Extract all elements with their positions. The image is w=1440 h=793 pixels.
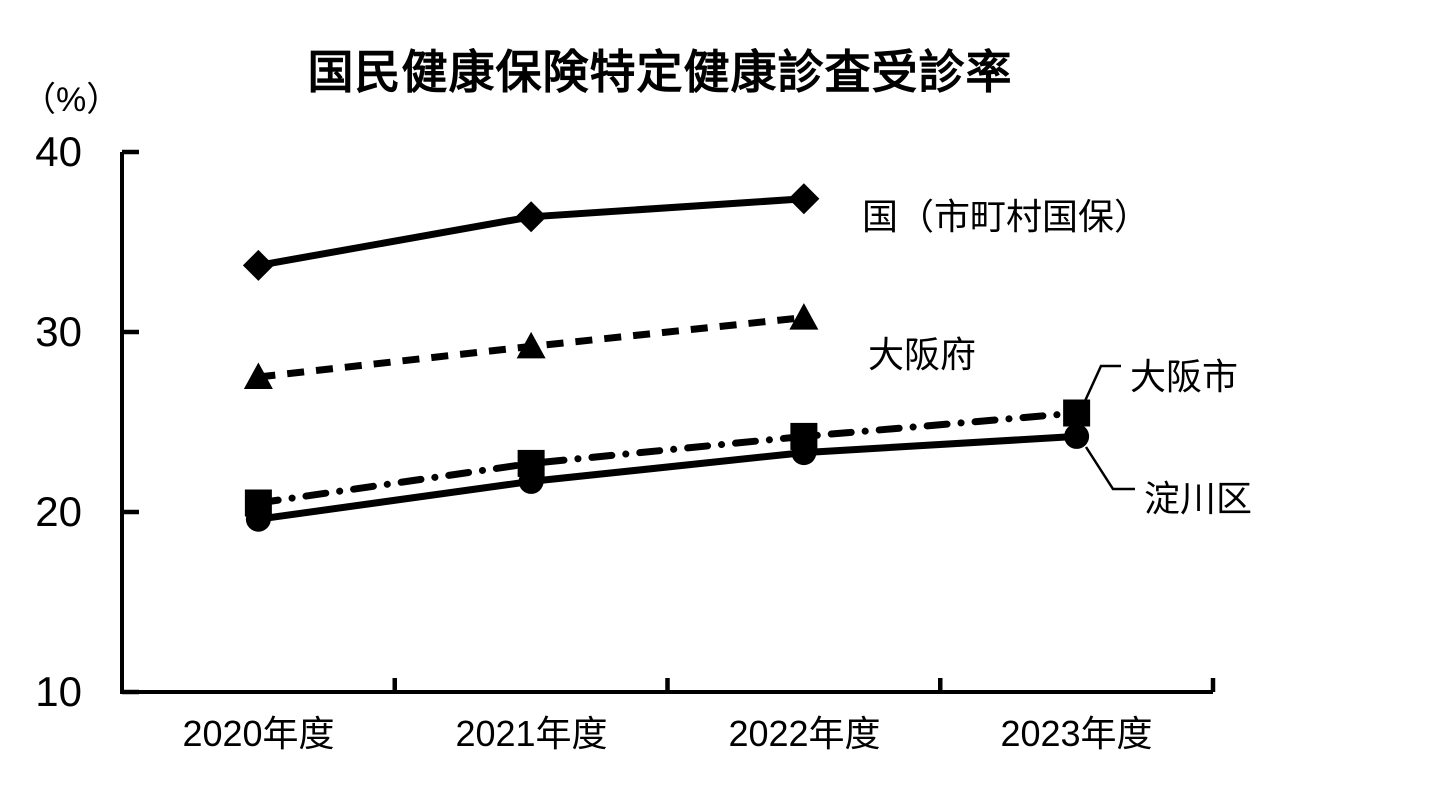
y-axis-unit-label: （%） xyxy=(22,81,121,119)
x-tick-label-2023: 2023年度 xyxy=(1000,713,1153,754)
x-tick-label-2020: 2020年度 xyxy=(182,713,335,754)
marker-circle xyxy=(1064,423,1090,449)
marker-circle xyxy=(245,506,271,532)
x-tick-label-2021: 2021年度 xyxy=(455,713,608,754)
marker-circle xyxy=(518,468,544,494)
marker-square xyxy=(1063,399,1091,427)
series-label-osaka-fu: 大阪府 xyxy=(868,334,977,375)
x-tick-label-2022: 2022年度 xyxy=(728,713,881,754)
series-label-osaka-shi: 大阪市 xyxy=(1130,356,1239,397)
y-tick-label-10: 10 xyxy=(35,668,82,715)
callout-line-osaka-shi xyxy=(1083,364,1121,402)
marker-diamond xyxy=(242,249,274,281)
marker-diamond xyxy=(515,201,547,233)
chart-title: 国民健康保険特定健康診査受診率 xyxy=(307,46,1013,98)
y-tick-label-30: 30 xyxy=(35,308,82,355)
series-label-yodogawa: 淀川区 xyxy=(1144,478,1253,519)
marker-circle xyxy=(791,440,817,466)
series-label-kuni: 国（市町村国保） xyxy=(862,196,1151,237)
y-tick-label-20: 20 xyxy=(35,488,82,535)
series-line-3 xyxy=(257,432,1077,523)
marker-triangle xyxy=(516,331,546,359)
marker-diamond xyxy=(788,183,820,215)
marker-triangle xyxy=(243,362,273,389)
marker-triangle xyxy=(789,303,819,330)
y-tick-label-40: 40 xyxy=(35,128,82,175)
series-line-2 xyxy=(254,409,1081,507)
callout-line-yodogawa xyxy=(1084,446,1135,491)
